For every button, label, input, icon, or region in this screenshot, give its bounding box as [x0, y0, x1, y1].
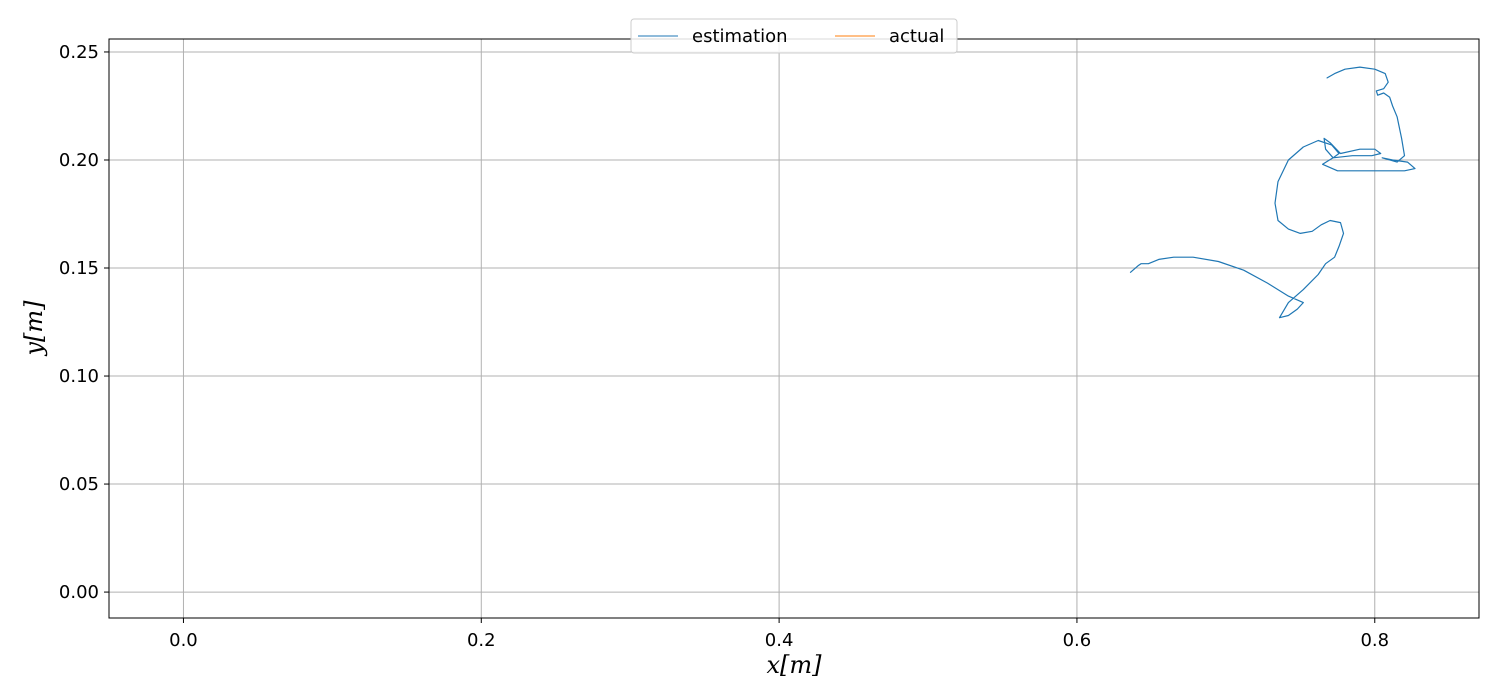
series-layer [1129, 66, 1416, 319]
y-tick-label: 0.15 [59, 258, 99, 279]
y-axis-label: y[m] [20, 300, 48, 357]
legend-frame [630, 18, 958, 54]
y-tick-label: 0.05 [59, 474, 99, 495]
plot-frame [108, 38, 1480, 619]
legend-label-estimation: estimation [692, 26, 788, 47]
series-line-estimation [1129, 66, 1416, 319]
y-tick-label: 0.00 [59, 582, 99, 603]
x-axis-label: x[m] [766, 651, 822, 679]
y-tick-label: 0.20 [59, 150, 99, 171]
x-tick-label: 0.0 [169, 630, 198, 651]
legend: estimation actual [630, 18, 958, 54]
x-tick-label: 0.4 [765, 630, 794, 651]
ticks: 0.0 0.2 0.4 0.6 0.8 0.00 0.05 0.10 0.15 0.20 0.25 [59, 42, 1389, 651]
y-tick-label: 0.10 [59, 366, 99, 387]
legend-label-actual: actual [889, 26, 944, 47]
x-tick-label: 0.6 [1063, 630, 1092, 651]
grid [109, 39, 1479, 618]
y-tick-label: 0.25 [59, 42, 99, 63]
x-tick-label: 0.8 [1360, 630, 1389, 651]
x-tick-label: 0.2 [467, 630, 496, 651]
